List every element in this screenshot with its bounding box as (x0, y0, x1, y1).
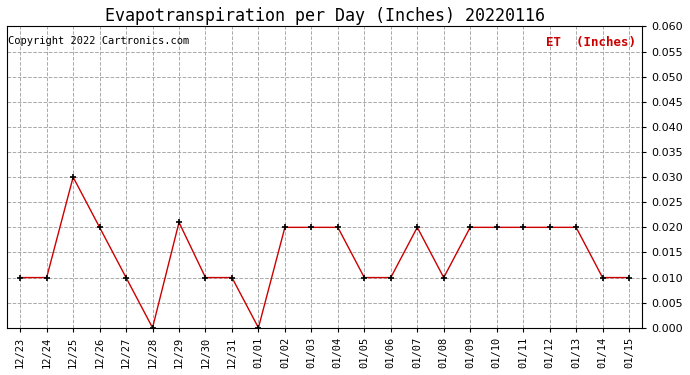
Title: Evapotranspiration per Day (Inches) 20220116: Evapotranspiration per Day (Inches) 2022… (105, 7, 544, 25)
Text: Copyright 2022 Cartronics.com: Copyright 2022 Cartronics.com (8, 36, 189, 45)
Text: ET  (Inches): ET (Inches) (546, 36, 636, 48)
